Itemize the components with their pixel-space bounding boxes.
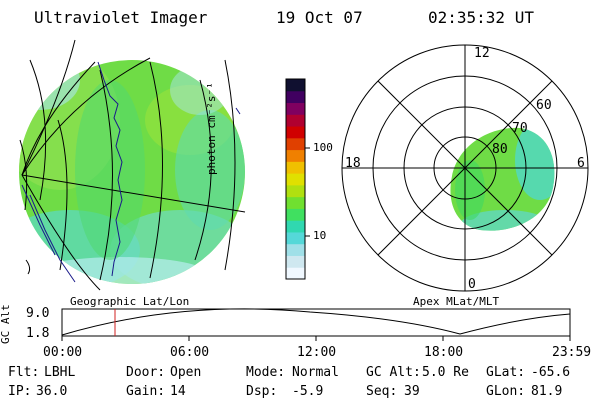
info-dsp-label: Dsp: — [246, 384, 278, 399]
info-seq-label: Seq: — [366, 384, 398, 399]
alt-xtick-1: 06:00 — [170, 345, 210, 360]
date-label: 19 Oct 07 — [276, 8, 363, 27]
altitude-plot — [61, 308, 571, 341]
info-gain-value: 14 — [170, 384, 186, 399]
info-ip-label: IP: — [8, 384, 32, 399]
alt-ytick-low: 1.8 — [26, 326, 50, 341]
info-mode-label: Mode: — [246, 365, 286, 380]
colorbar-segment — [286, 114, 305, 127]
colorbar-segment — [286, 102, 305, 115]
geographic-label: Geographic Lat/Lon — [70, 295, 190, 308]
info-glat-label: GLat: — [486, 365, 526, 380]
colorbar-segment — [286, 90, 305, 104]
lat-60: 60 — [536, 98, 552, 113]
colorbar-segment — [286, 126, 305, 139]
info-flt-value: LBHL — [44, 365, 76, 380]
alt-xtick-0: 00:00 — [43, 345, 83, 360]
colorbar-segment — [286, 267, 305, 280]
instrument-title: Ultraviolet Imager — [34, 8, 208, 27]
colorbar — [286, 79, 305, 280]
colorbar-segment — [286, 184, 305, 198]
colorbar-segment — [286, 196, 305, 209]
info-ip-value: 36.0 — [36, 384, 68, 399]
alt-xtick-4: 23:59 — [552, 345, 592, 360]
colorbar-unit-label: photon cm⁻²s⁻¹ — [205, 82, 218, 175]
colorbar-tick-100: 100 — [313, 141, 333, 154]
alt-ylabel: GC Alt — [0, 304, 12, 344]
info-glon-label: GLon: — [486, 384, 526, 399]
info-mode-value: Normal — [292, 365, 339, 380]
mlt-12: 12 — [474, 46, 490, 61]
info-glat-value: -65.6 — [531, 365, 571, 380]
colorbar-segment — [286, 173, 305, 186]
info-gain-label: Gain: — [126, 384, 166, 399]
info-flt-label: Flt: — [8, 365, 40, 380]
colorbar-segment — [286, 161, 305, 174]
colorbar-segment — [286, 79, 305, 92]
info-door-value: Open — [170, 365, 202, 380]
colorbar-segment — [286, 243, 305, 256]
colorbar-segment — [286, 220, 305, 233]
info-glon-value: 81.9 — [531, 384, 563, 399]
alt-xtick-3: 18:00 — [424, 345, 464, 360]
colorbar-segment — [286, 137, 305, 151]
lat-70: 70 — [512, 121, 528, 136]
colorbar-segment — [286, 231, 305, 245]
colorbar-segment — [286, 208, 305, 221]
info-gcalt-label: GC Alt: — [366, 365, 421, 380]
time-label: 02:35:32 UT — [428, 8, 534, 27]
alt-ytick-high: 9.0 — [26, 306, 50, 321]
colorbar-segment — [286, 255, 305, 268]
lat-80: 80 — [492, 142, 508, 157]
info-dsp-value: -5.9 — [292, 384, 324, 399]
mlt-0: 0 — [468, 277, 476, 292]
polar-plot — [341, 44, 589, 292]
colorbar-segment — [286, 149, 305, 162]
colorbar-tick-10: 10 — [313, 229, 327, 242]
mlt-6: 6 — [577, 156, 585, 171]
info-seq-value: 39 — [404, 384, 420, 399]
alt-xtick-2: 12:00 — [297, 345, 337, 360]
info-gcalt-value: 5.0 Re — [422, 365, 469, 380]
mlt-18: 18 — [345, 156, 361, 171]
apex-label: Apex MLat/MLT — [413, 295, 500, 308]
info-door-label: Door: — [126, 365, 166, 380]
